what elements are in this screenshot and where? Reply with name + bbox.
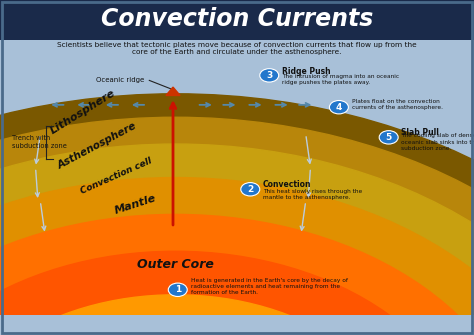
Ellipse shape	[0, 178, 474, 335]
Text: 3: 3	[266, 71, 273, 80]
Circle shape	[260, 69, 279, 82]
Ellipse shape	[0, 144, 474, 335]
Ellipse shape	[0, 94, 474, 335]
Ellipse shape	[0, 251, 474, 335]
Text: 4: 4	[336, 103, 342, 112]
Text: 2: 2	[247, 185, 254, 194]
Text: Convection cell: Convection cell	[79, 156, 153, 196]
Bar	[0, 315, 474, 335]
Text: 5: 5	[385, 133, 392, 142]
Text: Plates float on the convection
currents of the asthenosphere.: Plates float on the convection currents …	[352, 99, 443, 110]
Text: Lithosphere: Lithosphere	[48, 88, 118, 136]
Text: Slab Pull: Slab Pull	[401, 129, 439, 137]
Circle shape	[329, 100, 348, 114]
Text: The cooling slab of denser
oceanic slab sinks into the
subduction zone.: The cooling slab of denser oceanic slab …	[401, 133, 474, 151]
Ellipse shape	[0, 117, 474, 335]
Text: Convection: Convection	[263, 181, 311, 189]
Text: Oceanic ridge: Oceanic ridge	[96, 77, 145, 83]
Text: This heat slowly rises through the
mantle to the asthenosphere.: This heat slowly rises through the mantl…	[263, 189, 362, 200]
Text: 1: 1	[174, 285, 181, 294]
Text: Mantle: Mantle	[113, 193, 157, 216]
Circle shape	[379, 131, 398, 144]
Circle shape	[241, 183, 260, 196]
Circle shape	[168, 283, 187, 296]
Text: Trench with
subduction zone: Trench with subduction zone	[12, 135, 67, 149]
Text: Convection Currents: Convection Currents	[101, 7, 373, 31]
Text: The intrusion of magma into an oceanic
ridge pushes the plates away.: The intrusion of magma into an oceanic r…	[282, 74, 399, 85]
Ellipse shape	[0, 295, 412, 335]
Text: Outer Core: Outer Core	[137, 258, 214, 271]
Polygon shape	[166, 87, 180, 95]
Ellipse shape	[0, 214, 474, 335]
Text: Asthenosphere: Asthenosphere	[56, 121, 138, 171]
Text: Heat is generated in the Earth's core by the decay of
radioactive elements and h: Heat is generated in the Earth's core by…	[191, 277, 348, 295]
Text: core of the Earth and circulate under the asthenosphere.: core of the Earth and circulate under th…	[132, 49, 342, 55]
Text: Ridge Push: Ridge Push	[282, 67, 331, 75]
Bar	[0, 0, 474, 40]
Text: Scientists believe that tectonic plates move because of convection currents that: Scientists believe that tectonic plates …	[57, 42, 417, 48]
